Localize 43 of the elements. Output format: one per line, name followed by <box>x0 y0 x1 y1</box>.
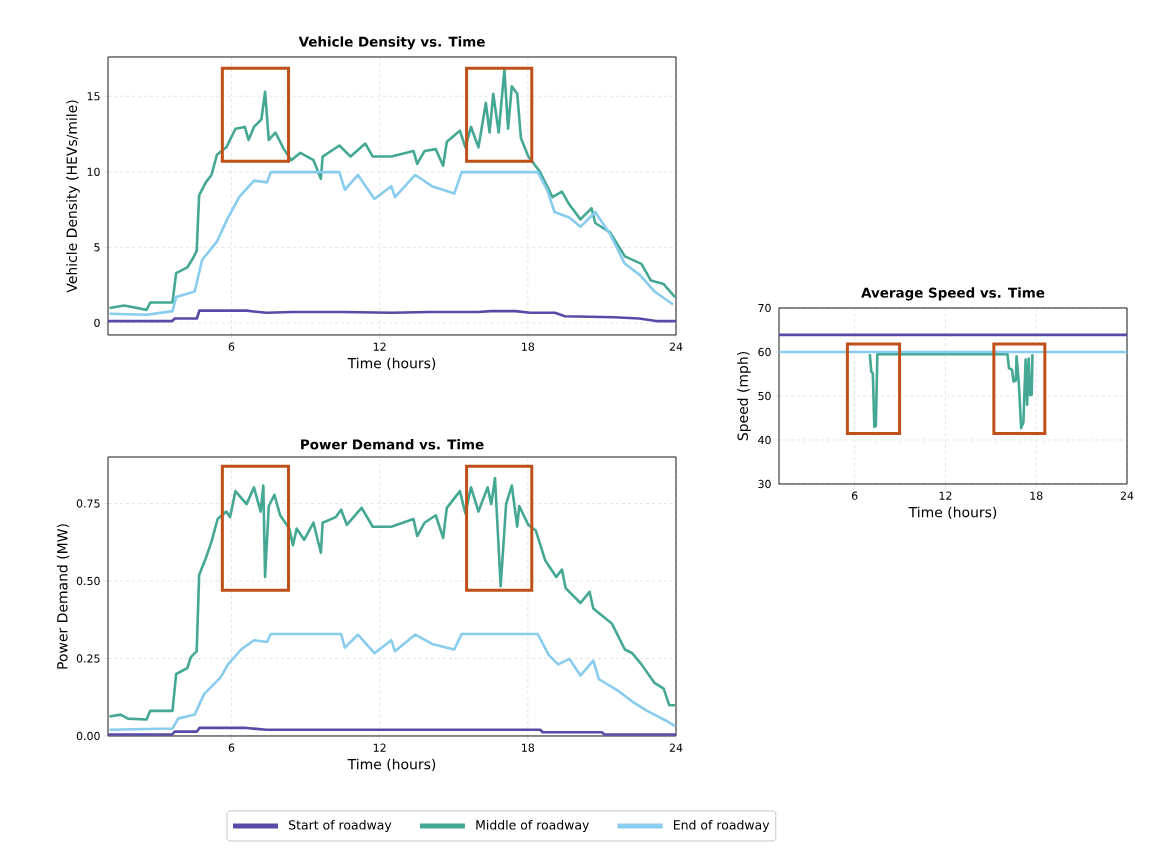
legend-label: Start of roadway <box>289 819 392 833</box>
chart-title: Average Speed vs. Time <box>861 287 1045 301</box>
line-series <box>108 632 677 732</box>
y-tick-label: 50 <box>758 391 771 401</box>
y-tick-label: 0.00 <box>76 731 100 741</box>
y-tick-label: 40 <box>758 435 771 445</box>
legend-label: Middle of roadway <box>476 819 590 833</box>
x-axis-title: Time (hours) <box>347 758 436 772</box>
line-series <box>108 726 677 736</box>
y-tick-label: 0 <box>94 318 100 328</box>
chart-title: Vehicle Density vs. Time <box>298 36 485 50</box>
y-tick-label: 60 <box>758 347 771 357</box>
legend-label: End of roadway <box>674 819 770 833</box>
x-tick-label: 12 <box>373 743 386 752</box>
y-tick-label: 70 <box>758 303 771 313</box>
x-tick-label: 12 <box>939 491 952 500</box>
y-tick-label: 0.75 <box>76 499 100 508</box>
x-axis-title: Time (hours) <box>347 357 436 371</box>
y-axis-title: Power Demand (MW) <box>56 524 70 669</box>
y-tick-label: 0.50 <box>76 576 100 586</box>
y-tick-label: 5 <box>94 243 100 252</box>
x-tick-label: 12 <box>373 342 386 351</box>
y-axis-title: Speed (mph) <box>737 352 751 441</box>
y-tick-label: 10 <box>87 167 100 176</box>
x-tick-label: 18 <box>522 743 535 752</box>
line-series <box>108 309 677 323</box>
line-series <box>108 68 677 312</box>
chart-title: Power Demand vs. Time <box>301 439 484 450</box>
x-tick-label: 6 <box>851 491 858 500</box>
y-tick-label: 15 <box>87 92 100 101</box>
x-axis-title: Time (hours) <box>908 506 997 520</box>
x-tick-label: 18 <box>522 342 535 351</box>
x-tick-label: 6 <box>228 342 235 351</box>
line-series <box>108 170 675 317</box>
y-tick-label: 30 <box>758 479 771 489</box>
x-tick-label: 6 <box>228 743 235 752</box>
y-tick-label: 0.25 <box>76 654 100 663</box>
y-axis-title: Vehicle Density (HEVs/mile) <box>66 100 80 293</box>
x-tick-label: 18 <box>1030 491 1043 500</box>
x-tick-label: 24 <box>669 743 683 752</box>
x-tick-label: 24 <box>669 342 683 351</box>
line-series <box>108 476 677 721</box>
x-tick-label: 24 <box>1120 491 1134 500</box>
